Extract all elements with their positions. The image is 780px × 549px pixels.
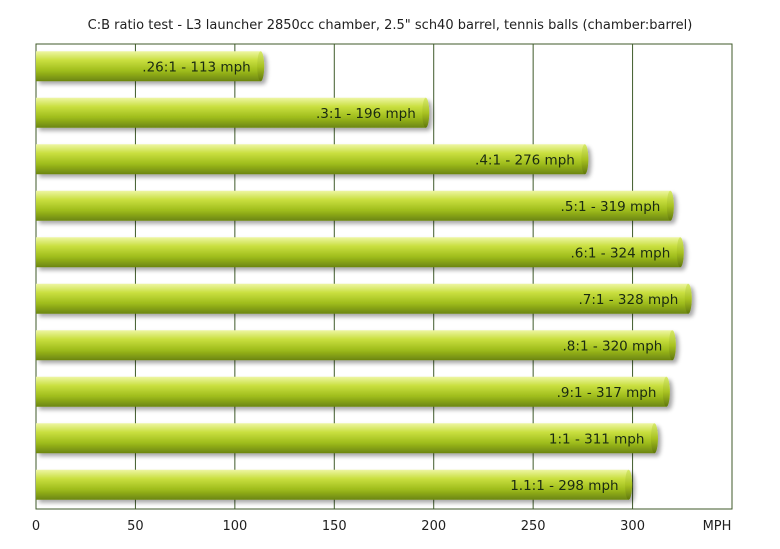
bar bbox=[36, 283, 692, 314]
bar-body bbox=[36, 283, 689, 314]
x-axis-ticks: 0 50 100 150 200 250 300 bbox=[32, 519, 645, 534]
x-tick-label: 200 bbox=[421, 519, 446, 534]
bar-data-label: .5:1 - 319 mph bbox=[561, 199, 661, 215]
bar-data-label: .9:1 - 317 mph bbox=[557, 385, 657, 401]
bar bbox=[36, 97, 430, 128]
bar bbox=[36, 144, 589, 175]
bar-data-label: 1:1 - 311 mph bbox=[549, 431, 645, 447]
x-tick-label: 150 bbox=[322, 519, 347, 534]
bar bbox=[36, 376, 670, 407]
bar bbox=[36, 330, 676, 361]
bar-body bbox=[36, 330, 673, 361]
bar-data-label: .7:1 - 328 mph bbox=[578, 292, 678, 308]
bar-data-label: .26:1 - 113 mph bbox=[142, 59, 250, 75]
x-tick-label: 250 bbox=[521, 519, 546, 534]
x-tick-label: 0 bbox=[32, 519, 40, 534]
bar-end-cap bbox=[684, 283, 692, 314]
bars: .26:1 - 113 mph .3:1 - 196 mph .4:1 - 276 … bbox=[36, 51, 692, 500]
bar-body bbox=[36, 237, 681, 268]
bar-body bbox=[36, 144, 585, 175]
bar-body bbox=[36, 469, 629, 500]
bar bbox=[36, 423, 658, 454]
bar-data-label: .8:1 - 320 mph bbox=[563, 338, 663, 354]
bar-body bbox=[36, 190, 671, 221]
bar-end-cap bbox=[650, 423, 658, 454]
chart-title: C:B ratio test - L3 launcher 2850cc cham… bbox=[87, 18, 693, 33]
bar-end-cap bbox=[668, 330, 676, 361]
plot-frame bbox=[35, 43, 733, 510]
bar-data-label: .6:1 - 324 mph bbox=[570, 245, 670, 261]
bar-end-cap bbox=[257, 51, 265, 82]
x-tick-label: 50 bbox=[127, 519, 144, 534]
bar-body bbox=[36, 51, 261, 82]
bar-body bbox=[36, 376, 667, 407]
bar-end-cap bbox=[625, 469, 633, 500]
bar bbox=[36, 237, 684, 268]
x-tick-label: 100 bbox=[222, 519, 247, 534]
bar-end-cap bbox=[666, 190, 674, 221]
x-tick-label: 300 bbox=[620, 519, 645, 534]
bar-end-cap bbox=[422, 97, 430, 128]
bar-data-label: 1.1:1 - 298 mph bbox=[510, 478, 618, 494]
bar-end-cap bbox=[581, 144, 589, 175]
bar-end-cap bbox=[676, 237, 684, 268]
bar-end-cap bbox=[662, 376, 670, 407]
bar bbox=[36, 190, 674, 221]
bar bbox=[36, 51, 265, 82]
bar-body bbox=[36, 97, 426, 128]
bar-body bbox=[36, 423, 655, 454]
bar-data-label: .4:1 - 276 mph bbox=[475, 152, 575, 168]
bar bbox=[36, 469, 633, 500]
bar-data-label: .3:1 - 196 mph bbox=[316, 106, 416, 122]
x-axis-label: MPH bbox=[703, 519, 732, 534]
